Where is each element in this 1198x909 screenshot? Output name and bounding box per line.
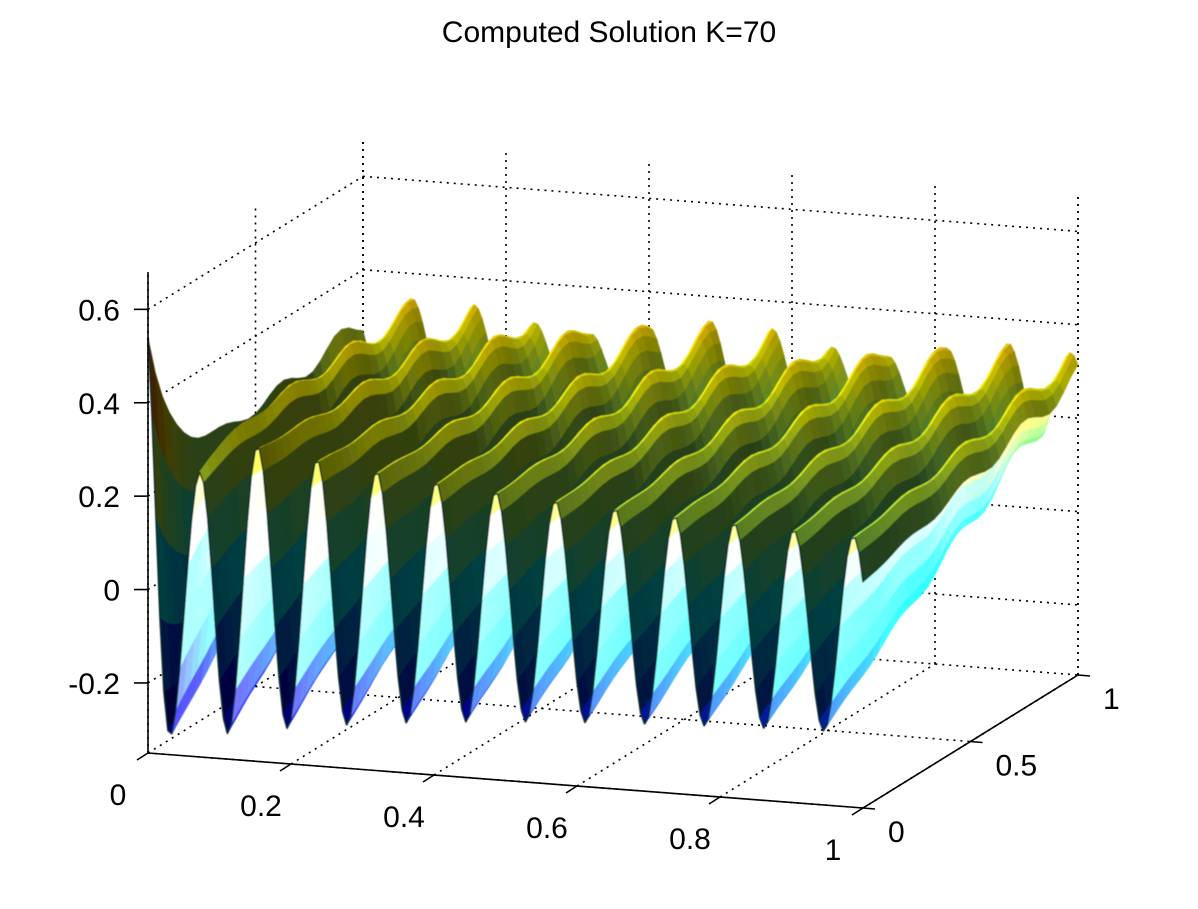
grid-line	[362, 268, 1079, 326]
chart-title: Computed Solution K=70	[442, 16, 776, 49]
grid-line	[719, 663, 936, 798]
grid-line	[147, 175, 364, 311]
grid-line	[362, 175, 1079, 233]
grid-line	[147, 269, 364, 404]
surface-mesh	[147, 298, 1079, 735]
grid-line	[255, 685, 971, 743]
